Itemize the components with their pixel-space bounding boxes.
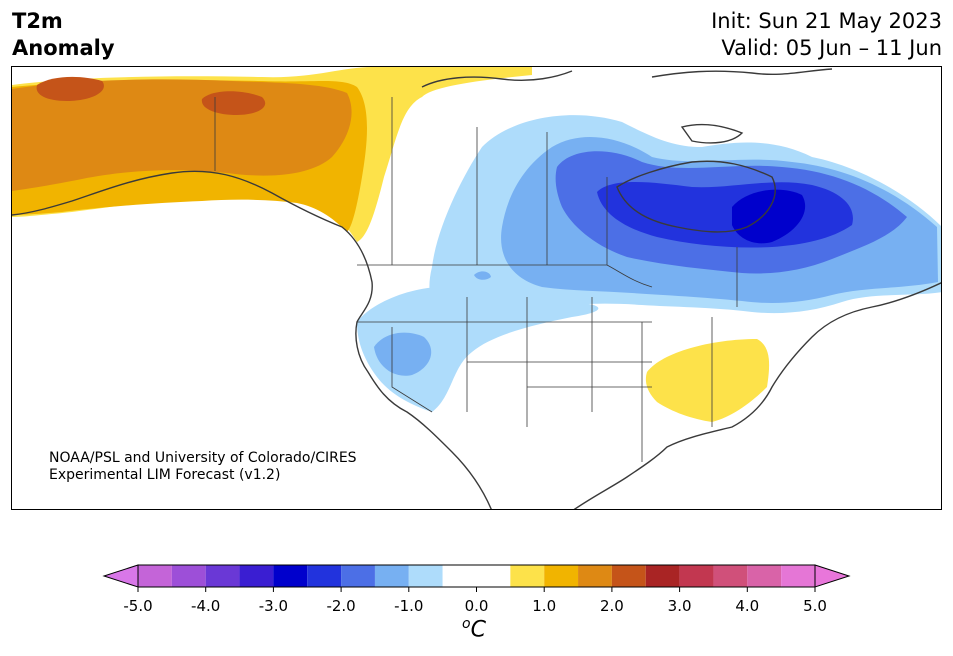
colorbar-tick-label: 0.0: [465, 597, 489, 615]
colorbar-extend-high: [814, 564, 851, 588]
units-letter: C: [470, 617, 486, 643]
colorbar-tick-label: -1.0: [394, 597, 423, 615]
cool-anomaly-westus-light: [357, 287, 599, 412]
init-date: Init: Sun 21 May 2023: [711, 9, 942, 33]
colorbar-bin: [442, 565, 511, 587]
credit-text: NOAA/PSL and University of Colorado/CIRE…: [49, 450, 357, 484]
colorbar-bin: [679, 565, 714, 587]
colorbar-tick-label: 3.0: [668, 597, 692, 615]
colorbar-bin: [171, 565, 206, 587]
colorbar-bin: [341, 565, 375, 587]
warm-anomaly-alaska-core-east: [201, 91, 266, 115]
cool-anomaly-canada-core: [732, 189, 806, 244]
map-title: T2m Anomaly: [12, 8, 115, 62]
map-canvas: [12, 67, 941, 509]
valid-range: Valid: 05 Jun – 11 Jun: [721, 36, 942, 60]
borders: [214, 97, 738, 462]
colorbar-tick-label: -2.0: [326, 597, 355, 615]
colorbar-bin: [239, 565, 274, 587]
colorbar-bin: [713, 565, 748, 587]
colorbar-tick-label: -4.0: [191, 597, 220, 615]
forecast-dates: Init: Sun 21 May 2023 Valid: 05 Jun – 11…: [711, 8, 942, 62]
colorbar-bin: [205, 565, 240, 587]
credit-line-2: Experimental LIM Forecast (v1.2): [49, 467, 281, 483]
title-kind: Anomaly: [12, 36, 115, 60]
colorbar-tick-label: -3.0: [259, 597, 288, 615]
colorbar-tick-label: 5.0: [803, 597, 827, 615]
colorbar-extend-low: [102, 564, 139, 588]
warm-anomaly-southeast: [645, 339, 770, 422]
cool-anomaly-westus-mid: [374, 332, 432, 376]
colorbar-tick-label: -5.0: [123, 597, 152, 615]
colorbar-bin: [611, 565, 646, 587]
coastlines: [12, 68, 941, 509]
colorbar-bin: [544, 565, 579, 587]
colorbar-bin: [307, 565, 342, 587]
colorbar-bin: [510, 565, 545, 587]
degree-symbol: o: [462, 616, 471, 632]
colorbar-bin: [138, 565, 172, 587]
colorbar-bin: [747, 565, 782, 587]
title-variable: T2m: [12, 9, 63, 33]
colorbar-tick-label: 4.0: [735, 597, 759, 615]
colorbar-tick-label: 2.0: [600, 597, 624, 615]
cool-anomaly-plains-spot: [474, 271, 491, 280]
warm-anomaly-alaska-orange: [12, 79, 352, 191]
colorbar-bin: [781, 565, 815, 587]
colorbar-bin: [273, 565, 308, 587]
credit-line-1: NOAA/PSL and University of Colorado/CIRE…: [49, 450, 357, 466]
colorbar-bin: [578, 565, 612, 587]
colorbar-bin: [374, 565, 409, 587]
warm-anomaly-alaska-core-west: [36, 76, 104, 101]
colorbar-units: oC: [462, 616, 486, 642]
colorbar-bin: [408, 565, 443, 587]
anomaly-map: NOAA/PSL and University of Colorado/CIRE…: [11, 66, 942, 510]
colorbar-tick-label: 1.0: [532, 597, 556, 615]
colorbar-bin: [645, 565, 680, 587]
